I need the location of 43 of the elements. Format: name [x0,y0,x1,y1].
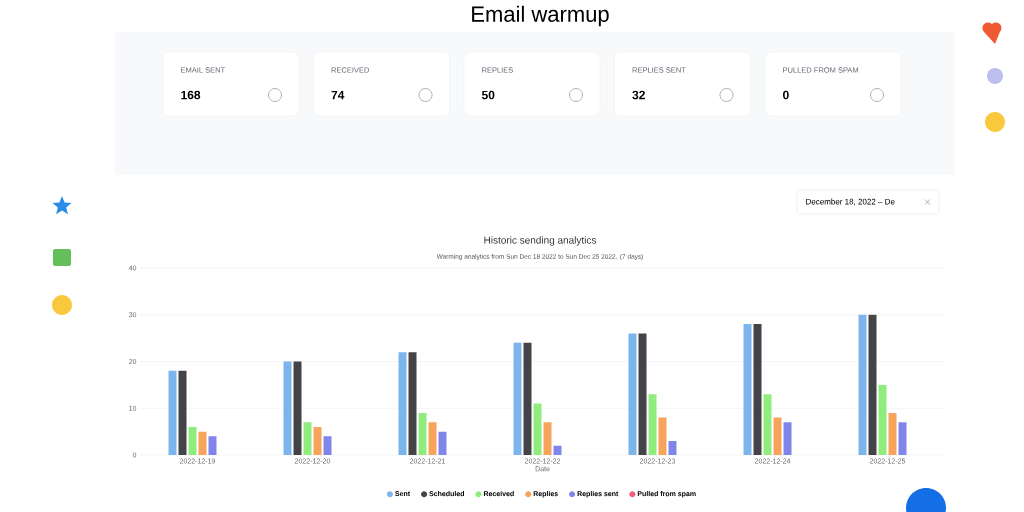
text: December 18, 2022 – De [806,198,895,206]
text: 32 [632,90,645,100]
bar [543,422,552,456]
bar [313,426,322,456]
bar [198,431,207,456]
bar [858,314,867,456]
bar [428,422,437,456]
text: Email warmup [472,5,609,27]
bar [753,324,762,456]
bar [513,342,522,456]
bar [418,412,427,456]
bar [898,422,907,456]
text: 50 [481,90,495,100]
bar [743,324,752,456]
text: 0 [783,90,789,100]
bar [658,417,667,456]
bar [293,361,302,456]
bar [628,333,637,456]
bar [888,412,897,456]
bar [533,403,542,456]
text: 168 [181,90,201,100]
bar [638,333,647,456]
bar [168,370,177,456]
bar [773,417,782,456]
bar [763,394,772,456]
bar [323,436,332,456]
bar [398,352,407,456]
bar [868,314,877,456]
bar [668,440,677,456]
chart-title: Historic sending analytics [484,236,597,246]
bar [303,422,312,456]
bar [553,445,562,456]
bar [283,361,292,456]
bar [783,422,792,456]
bar [648,394,657,456]
bar [178,370,187,456]
bar [208,436,217,456]
bar [188,426,197,456]
bar [408,352,417,456]
bar [523,342,532,456]
bar [878,384,887,456]
bar [438,431,447,456]
text: 74 [331,90,345,100]
